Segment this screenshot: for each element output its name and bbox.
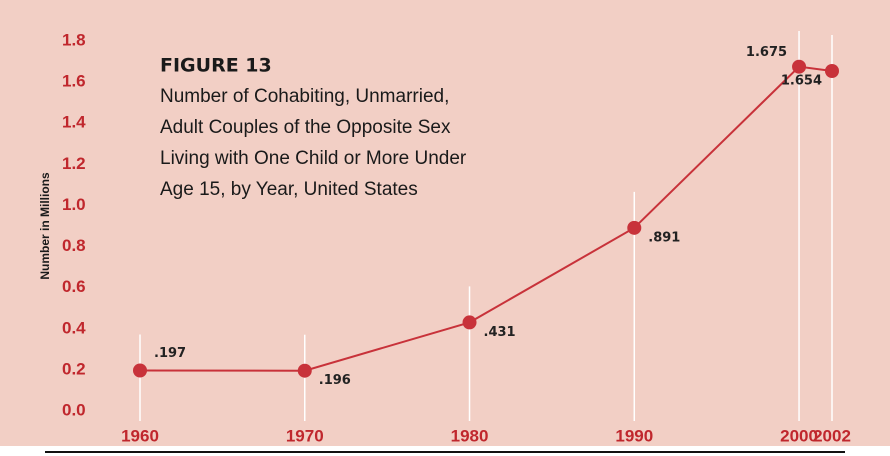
data-label: .197 — [154, 346, 186, 361]
y-tick-label: 1.8 — [62, 30, 86, 49]
y-axis-label: Number in Millions — [38, 172, 52, 280]
background — [0, 0, 890, 446]
data-label: .196 — [319, 373, 351, 388]
data-point — [462, 315, 477, 330]
x-tick-label: 2002 — [813, 426, 851, 445]
subtitle-line: Age 15, by Year, United States — [160, 179, 418, 200]
x-tick-label: 1970 — [286, 426, 324, 445]
data-point — [825, 64, 839, 79]
subtitle-line: Adult Couples of the Opposite Sex — [160, 117, 451, 138]
data-label: 1.675 — [746, 45, 787, 60]
chart-title: FIGURE 13 — [160, 55, 272, 77]
data-label: 1.654 — [781, 74, 822, 89]
subtitle-line: Number of Cohabiting, Unmarried, — [160, 86, 449, 107]
y-tick-label: 0.4 — [62, 318, 86, 337]
data-point — [627, 220, 642, 235]
data-point — [133, 363, 147, 378]
x-tick-label: 1990 — [615, 426, 653, 445]
y-tick-label: 0.2 — [62, 359, 86, 378]
data-point — [297, 363, 312, 378]
data-label: .431 — [484, 325, 516, 340]
data-point — [792, 59, 807, 74]
x-tick-label: 1980 — [451, 426, 489, 445]
y-tick-label: 0.0 — [62, 400, 86, 419]
y-tick-label: 1.0 — [62, 195, 86, 214]
y-tick-label: 0.8 — [62, 236, 86, 255]
y-tick-label: 1.6 — [62, 72, 86, 91]
x-tick-label: 2000 — [780, 426, 818, 445]
data-label: .891 — [648, 230, 680, 245]
subtitle-line: Living with One Child or More Under — [160, 148, 467, 169]
y-tick-label: 1.2 — [62, 154, 86, 173]
y-tick-label: 0.6 — [62, 277, 86, 296]
y-tick-label: 1.4 — [62, 113, 86, 132]
x-tick-label: 1960 — [121, 426, 159, 445]
